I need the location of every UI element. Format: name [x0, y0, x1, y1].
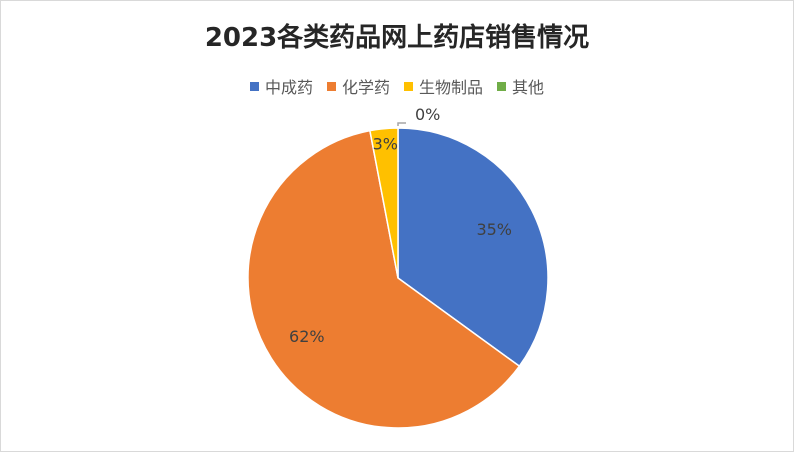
- data-label: 0%: [415, 105, 440, 124]
- legend-swatch: [326, 81, 336, 91]
- legend-label: 其他: [512, 78, 545, 97]
- legend-item-zhongchengyao: 中成药: [249, 74, 313, 98]
- legend-item-qita: 其他: [497, 74, 544, 98]
- legend-item-huaxueyao: 化学药: [326, 74, 390, 98]
- chart-title: 2023各类药品网上药店销售情况: [204, 23, 590, 53]
- slice-zhongchengyao: [397, 127, 549, 368]
- legend-swatch: [497, 81, 507, 91]
- legend: 中成药 化学药 生物制品 其他: [1, 74, 793, 98]
- legend-label: 生物制品: [419, 78, 484, 97]
- data-label: 3%: [373, 135, 398, 154]
- legend-swatch: [249, 81, 259, 91]
- legend-swatch: [404, 81, 413, 91]
- slice-huaxueyao: [247, 129, 521, 429]
- data-label: 62%: [289, 327, 325, 346]
- legend-label: 中成药: [264, 78, 313, 97]
- data-label: 35%: [476, 220, 512, 239]
- leader-line: [397, 122, 406, 126]
- slice-shengwuzhipin: [369, 127, 399, 279]
- legend-item-shengwuzhipin: 生物制品: [404, 74, 483, 98]
- legend-label: 化学药: [341, 78, 390, 97]
